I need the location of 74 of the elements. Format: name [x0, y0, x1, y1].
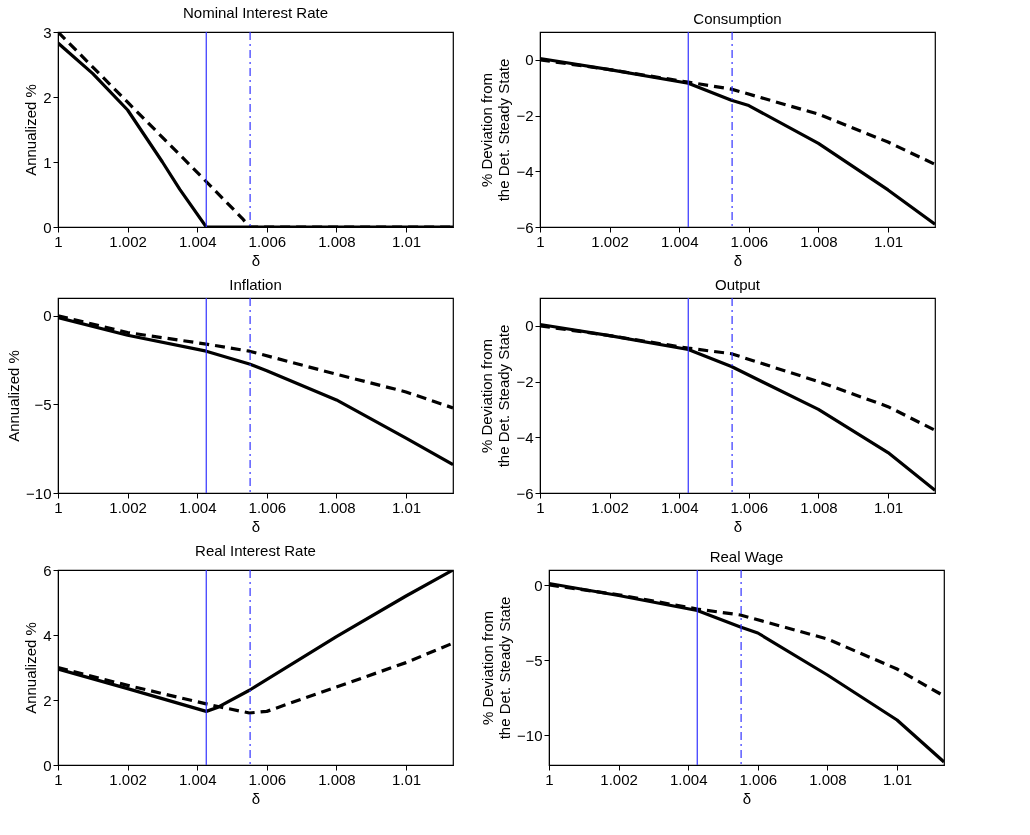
- y-tick-label: 0: [534, 576, 543, 594]
- y-tick-label: −2: [516, 373, 534, 391]
- y-tick-label: −6: [516, 484, 534, 502]
- chart-title: Real Interest Rate: [195, 542, 316, 559]
- x-axis-title: δ: [742, 789, 752, 807]
- y-tick-label: −5: [34, 395, 52, 413]
- y-axis-title: % Deviation from the Det. Steady State: [478, 324, 513, 468]
- x-tick-label: 1.006: [730, 232, 769, 250]
- x-tick-label: 1.004: [669, 770, 708, 788]
- y-tick-label: −6: [516, 218, 534, 236]
- chart-title: Consumption: [693, 10, 782, 28]
- x-tick-label: 1.01: [391, 232, 422, 250]
- x-tick-label: 1.006: [739, 770, 778, 788]
- x-tick-label: 1: [54, 770, 63, 788]
- x-tick-label: 1.002: [109, 498, 147, 516]
- x-tick-label: 1.004: [178, 498, 217, 516]
- y-tick-label: −10: [26, 484, 52, 502]
- x-tick-label: 1.004: [178, 232, 217, 250]
- y-tick-label: 4: [43, 626, 52, 644]
- x-tick-label: 1.01: [882, 770, 913, 788]
- y-tick-label: 2: [43, 88, 52, 106]
- y-tick-label: 0: [525, 317, 534, 335]
- x-tick-label: 1.01: [391, 770, 422, 788]
- x-tick-label: 1.004: [660, 498, 699, 516]
- x-tick-label: 1.01: [391, 498, 422, 516]
- y-tick-label: −4: [516, 162, 534, 180]
- y-axis-title: Annualized %: [22, 622, 40, 714]
- x-tick-label: 1.006: [730, 498, 769, 516]
- y-tick-label: 3: [43, 23, 52, 41]
- y-tick-label: 1: [43, 153, 52, 171]
- x-tick-label: 1: [54, 232, 63, 250]
- x-tick-label: 1.01: [873, 232, 904, 250]
- chart-title: Output: [714, 276, 761, 294]
- x-tick-label: 1.008: [809, 770, 847, 788]
- chart-title: Nominal Interest Rate: [182, 4, 329, 21]
- y-axis-title: % Deviation from the Det. Steady State: [479, 596, 514, 740]
- x-tick-label: 1.008: [318, 498, 356, 516]
- y-axis-title: % Deviation from the Det. Steady State: [478, 58, 513, 202]
- y-tick-label: 6: [43, 561, 52, 579]
- x-axis-title: δ: [251, 251, 261, 269]
- y-tick-label: 0: [43, 218, 52, 236]
- x-tick-label: 1.006: [248, 770, 287, 788]
- x-tick-label: 1.008: [318, 232, 356, 250]
- x-axis-title: δ: [251, 789, 261, 807]
- y-tick-label: 2: [43, 691, 52, 709]
- chart-title: Inflation: [229, 276, 282, 294]
- x-tick-label: 1.008: [800, 232, 838, 250]
- y-tick-label: 0: [525, 51, 534, 69]
- y-tick-label: −2: [516, 107, 534, 125]
- y-tick-label: −4: [516, 428, 534, 446]
- x-tick-label: 1.006: [248, 232, 287, 250]
- chart-title: Real Wage: [709, 548, 784, 566]
- x-tick-label: 1.01: [873, 498, 904, 516]
- y-tick-label: −10: [517, 726, 543, 744]
- x-axis-title: δ: [733, 251, 743, 269]
- x-tick-label: 1: [545, 770, 554, 788]
- y-tick-label: −5: [525, 651, 543, 669]
- x-tick-label: 1.006: [248, 498, 287, 516]
- y-axis-title: Annualized %: [22, 84, 40, 176]
- y-tick-label: 0: [43, 756, 52, 774]
- x-tick-label: 1: [54, 498, 63, 516]
- x-axis-title: δ: [733, 517, 743, 535]
- x-tick-label: 1.002: [591, 232, 629, 250]
- x-tick-label: 1.004: [178, 770, 217, 788]
- x-tick-label: 1.002: [109, 232, 147, 250]
- x-tick-label: 1.008: [800, 498, 838, 516]
- x-tick-label: 1.004: [660, 232, 699, 250]
- x-axis-title: δ: [251, 517, 261, 535]
- y-tick-label: 0: [43, 307, 52, 325]
- x-tick-label: 1.002: [109, 770, 147, 788]
- x-tick-label: 1.002: [600, 770, 638, 788]
- y-axis-title: Annualized %: [5, 350, 23, 442]
- x-tick-label: 1.008: [318, 770, 356, 788]
- x-tick-label: 1.002: [591, 498, 629, 516]
